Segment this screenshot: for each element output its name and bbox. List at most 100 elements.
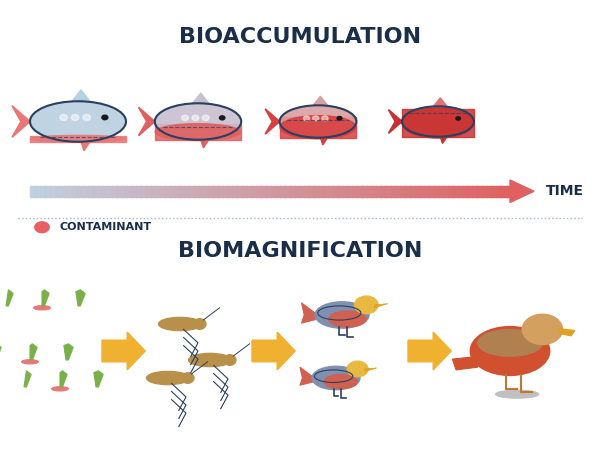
- Bar: [44, 185, 50, 197]
- Bar: [280, 185, 286, 197]
- Bar: [78, 185, 84, 197]
- Polygon shape: [300, 367, 314, 385]
- Ellipse shape: [315, 302, 369, 328]
- Polygon shape: [374, 304, 388, 308]
- Bar: [136, 185, 142, 197]
- Bar: [275, 185, 281, 197]
- Polygon shape: [12, 106, 30, 137]
- Bar: [35, 185, 41, 197]
- Polygon shape: [510, 180, 534, 202]
- Bar: [505, 185, 511, 197]
- Bar: [88, 185, 94, 197]
- Bar: [198, 185, 204, 197]
- Ellipse shape: [470, 327, 550, 375]
- Polygon shape: [24, 371, 31, 387]
- Ellipse shape: [31, 135, 125, 142]
- Bar: [145, 185, 151, 197]
- Bar: [481, 185, 487, 197]
- Bar: [433, 185, 439, 197]
- Bar: [155, 185, 161, 197]
- Bar: [251, 185, 257, 197]
- Bar: [356, 185, 362, 197]
- Ellipse shape: [83, 114, 91, 121]
- Bar: [102, 185, 108, 197]
- Bar: [352, 185, 358, 197]
- Bar: [414, 185, 420, 197]
- Bar: [438, 185, 444, 197]
- Bar: [49, 185, 55, 197]
- Bar: [376, 185, 382, 197]
- Bar: [395, 185, 401, 197]
- Text: TIME: TIME: [546, 184, 584, 198]
- Bar: [318, 185, 324, 197]
- Bar: [203, 185, 209, 197]
- Bar: [332, 185, 338, 197]
- Bar: [246, 185, 252, 197]
- Bar: [241, 185, 247, 197]
- Ellipse shape: [280, 116, 356, 139]
- Ellipse shape: [313, 116, 319, 121]
- Polygon shape: [452, 356, 478, 370]
- Bar: [59, 185, 65, 197]
- Polygon shape: [0, 344, 1, 360]
- Bar: [472, 185, 478, 197]
- Bar: [83, 185, 89, 197]
- Bar: [174, 185, 180, 197]
- Polygon shape: [313, 96, 328, 105]
- Ellipse shape: [280, 105, 356, 138]
- Polygon shape: [320, 138, 328, 145]
- Ellipse shape: [496, 390, 539, 398]
- Bar: [452, 185, 458, 197]
- Ellipse shape: [324, 374, 358, 389]
- Bar: [217, 185, 223, 197]
- Bar: [284, 185, 290, 197]
- Bar: [342, 185, 348, 197]
- Bar: [30, 185, 36, 197]
- Bar: [160, 185, 166, 197]
- Bar: [486, 185, 492, 197]
- Bar: [164, 185, 170, 197]
- Ellipse shape: [402, 106, 474, 137]
- Bar: [97, 185, 103, 197]
- Polygon shape: [389, 110, 402, 133]
- Ellipse shape: [202, 115, 209, 121]
- Bar: [457, 185, 463, 197]
- Ellipse shape: [478, 329, 542, 356]
- Polygon shape: [365, 368, 377, 372]
- Bar: [328, 185, 334, 197]
- Bar: [462, 185, 468, 197]
- Ellipse shape: [155, 103, 241, 140]
- Bar: [260, 185, 266, 197]
- Circle shape: [456, 117, 460, 120]
- Bar: [400, 185, 406, 197]
- Ellipse shape: [193, 319, 206, 329]
- Ellipse shape: [304, 116, 310, 121]
- Bar: [500, 185, 506, 197]
- Bar: [289, 185, 295, 197]
- Bar: [184, 185, 190, 197]
- Bar: [193, 185, 199, 197]
- Circle shape: [355, 296, 378, 314]
- Polygon shape: [42, 290, 49, 306]
- Text: CONTAMINANT: CONTAMINANT: [60, 222, 152, 232]
- Bar: [121, 185, 127, 197]
- Bar: [467, 185, 473, 197]
- Bar: [222, 185, 228, 197]
- Bar: [116, 185, 122, 197]
- Bar: [179, 185, 185, 197]
- Polygon shape: [252, 332, 295, 370]
- Ellipse shape: [52, 387, 68, 391]
- Ellipse shape: [155, 124, 241, 140]
- Polygon shape: [81, 142, 90, 151]
- Bar: [208, 185, 214, 197]
- Bar: [92, 185, 98, 197]
- Bar: [371, 185, 377, 197]
- Bar: [236, 185, 242, 197]
- Ellipse shape: [60, 114, 67, 121]
- Bar: [54, 185, 60, 197]
- Bar: [256, 185, 262, 197]
- Polygon shape: [76, 290, 85, 306]
- Bar: [419, 185, 425, 197]
- Bar: [126, 185, 132, 197]
- Circle shape: [102, 115, 108, 120]
